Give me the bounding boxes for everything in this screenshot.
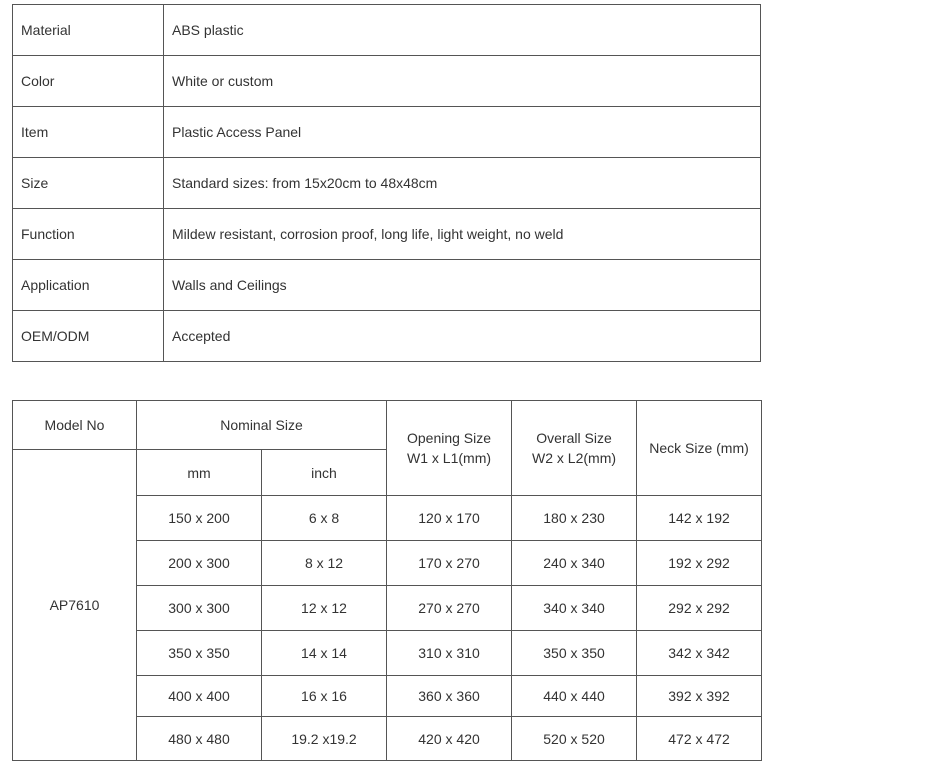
header-mm: mm xyxy=(136,449,262,496)
size-cell: 292 x 292 xyxy=(636,585,763,631)
spec-value: Plastic Access Panel xyxy=(163,106,761,158)
header-neck-size: Neck Size (mm) xyxy=(636,400,763,496)
header-text: Overall Size xyxy=(536,430,612,446)
spec-row: OEM/ODM Accepted xyxy=(12,310,761,362)
header-overall-size: Overall Size W2 x L2(mm) xyxy=(511,400,638,496)
size-cell: 400 x 400 xyxy=(136,675,262,717)
size-cell: 420 x 420 xyxy=(386,716,513,761)
spec-value: Standard sizes: from 15x20cm to 48x48cm xyxy=(163,157,761,209)
size-cell: 170 x 270 xyxy=(386,540,513,586)
spec-value: Mildew resistant, corrosion proof, long … xyxy=(163,208,761,260)
size-cell: 472 x 472 xyxy=(636,716,763,761)
size-cell: 520 x 520 xyxy=(511,716,638,761)
size-cell: 340 x 340 xyxy=(511,585,638,631)
header-model-no: Model No xyxy=(12,400,137,450)
header-text: Opening Size xyxy=(406,430,492,446)
header-text: W2 x L2(mm) xyxy=(532,450,617,466)
size-cell: 440 x 440 xyxy=(511,675,638,717)
spec-value: ABS plastic xyxy=(163,4,761,56)
spec-value: Accepted xyxy=(163,310,761,362)
model-cell: AP7610 xyxy=(12,449,137,761)
size-cell: 480 x 480 xyxy=(136,716,262,761)
size-cell: 300 x 300 xyxy=(136,585,262,631)
spec-key: Color xyxy=(12,55,164,107)
size-cell: 270 x 270 xyxy=(386,585,513,631)
size-cell: 16 x 16 xyxy=(260,675,388,717)
spec-value: White or custom xyxy=(163,55,761,107)
spec-key: OEM/ODM xyxy=(12,310,164,362)
size-cell: 14 x 14 xyxy=(260,630,388,676)
size-cell: 350 x 350 xyxy=(511,630,638,676)
size-cell: 342 x 342 xyxy=(636,630,763,676)
size-row: 480 x 480 19.2 x19.2 420 x 420 520 x 520 472… xyxy=(13,716,763,761)
spec-key: Function xyxy=(12,208,164,260)
spec-key: Size xyxy=(12,157,164,209)
size-cell: 240 x 340 xyxy=(511,540,638,586)
spec-row: Item Plastic Access Panel xyxy=(12,106,761,158)
size-cell: 12 x 12 xyxy=(260,585,388,631)
size-row: 350 x 350 14 x 14 310 x 310 350 x 350 342 x … xyxy=(13,630,763,676)
size-row: 400 x 400 16 x 16 360 x 360 440 x 440 392 x … xyxy=(13,675,763,717)
size-cell: 120 x 170 xyxy=(386,495,513,541)
size-row: 300 x 300 12 x 12 270 x 270 340 x 340 292 x … xyxy=(13,585,763,631)
spec-key: Material xyxy=(12,4,164,56)
size-cell: 350 x 350 xyxy=(136,630,262,676)
size-cell: 150 x 200 xyxy=(136,495,262,541)
size-row: 200 x 300 8 x 12 170 x 270 240 x 340 192 x 2… xyxy=(13,540,763,586)
header-opening-size: Opening Size W1 x L1(mm) xyxy=(386,400,513,496)
size-cell: 200 x 300 xyxy=(136,540,262,586)
header-inch: inch xyxy=(260,449,388,496)
size-cell: 360 x 360 xyxy=(386,675,513,717)
size-table: Model No Nominal Size Opening Size W1 x L… xyxy=(12,400,763,761)
size-cell: 19.2 x19.2 xyxy=(260,716,388,761)
size-cell: 392 x 392 xyxy=(636,675,763,717)
spec-key: Item xyxy=(12,106,164,158)
spec-row: Function Mildew resistant, corrosion proo… xyxy=(12,208,761,260)
size-cell: 192 x 292 xyxy=(636,540,763,586)
size-row: 150 x 200 6 x 8 120 x 170 180 x 230 142 x 19… xyxy=(13,495,763,541)
header-nominal-size: Nominal Size xyxy=(135,400,388,450)
spec-table: Material ABS plastic Color White or custom I… xyxy=(12,4,761,362)
size-cell: 8 x 12 xyxy=(260,540,388,586)
spec-row: Material ABS plastic xyxy=(12,4,761,56)
size-cell: 180 x 230 xyxy=(511,495,638,541)
size-cell: 6 x 8 xyxy=(260,495,388,541)
spec-key: Application xyxy=(12,259,164,311)
size-cell: 310 x 310 xyxy=(386,630,513,676)
spec-row: Application Walls and Ceilings xyxy=(12,259,761,311)
header-text: W1 x L1(mm) xyxy=(407,450,492,466)
spec-row: Size Standard sizes: from 15x20cm to 48x4… xyxy=(12,157,761,209)
spec-value: Walls and Ceilings xyxy=(163,259,761,311)
spec-row: Color White or custom xyxy=(12,55,761,107)
size-cell: 142 x 192 xyxy=(636,495,763,541)
